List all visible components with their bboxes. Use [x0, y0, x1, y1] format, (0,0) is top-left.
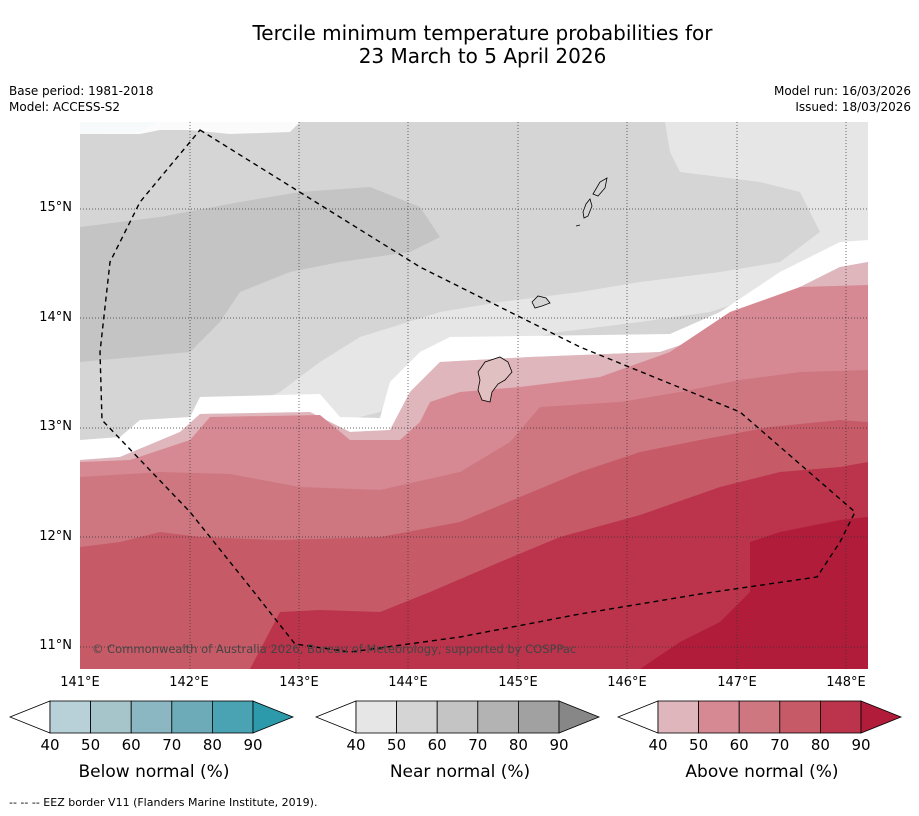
below-normal-segment — [49, 700, 91, 734]
below-normal-segment — [171, 700, 213, 734]
lat-label-13n: 13°N — [39, 419, 72, 434]
above-normal-90-zone — [640, 517, 868, 669]
near-normal-segment — [355, 700, 397, 734]
below-normal-tick: 60 — [121, 736, 141, 754]
eez-footnote: -- -- -- EEZ border V11 (Flanders Marine… — [9, 796, 318, 809]
islands — [477, 177, 608, 403]
lon-label-145e: 145°E — [498, 675, 538, 690]
lat-label-15n: 15°N — [39, 200, 72, 215]
below-normal-tick: 90 — [243, 736, 263, 754]
below-normal-segment — [90, 700, 132, 734]
rota-island — [531, 295, 551, 309]
near-normal-tick: 60 — [427, 736, 447, 754]
near-normal-segment — [477, 700, 519, 734]
map-copyright: © Commonwealth of Australia 2026, Bureau… — [92, 642, 576, 656]
saipan-island — [592, 177, 608, 197]
probability-map: © Commonwealth of Australia 2026, Bureau… — [80, 122, 868, 669]
tinian-island — [582, 198, 593, 219]
graticule — [80, 122, 868, 669]
eez-border — [99, 129, 856, 653]
below-normal-low-extend — [9, 700, 51, 734]
above-normal-tick: 70 — [770, 736, 790, 754]
below-normal-tick: 70 — [162, 736, 182, 754]
above-normal-tick: 80 — [810, 736, 830, 754]
model-run: Model run: 16/03/2026 — [773, 84, 911, 98]
below-normal-segment — [211, 700, 254, 734]
low-signal-band-mid — [80, 240, 868, 460]
below-normal-colorbar-label: Below normal (%) — [78, 762, 230, 782]
lat-label-11n: 11°N — [39, 638, 72, 653]
title-line-2: 23 March to 5 April 2026 — [358, 44, 607, 68]
above-normal-segment — [819, 700, 862, 734]
near-normal-segment — [517, 700, 560, 734]
lon-label-143e: 143°E — [279, 675, 319, 690]
above-normal-segment — [779, 700, 821, 734]
near-normal-tick: 70 — [468, 736, 488, 754]
model-name: Model: ACCESS-S2 — [9, 100, 121, 114]
below-normal-tick: 40 — [40, 736, 60, 754]
near-normal-40-zone — [230, 122, 868, 422]
below-normal-colorbar — [9, 700, 295, 734]
near-normal-colorbar — [315, 700, 601, 734]
lon-label-147e: 147°E — [717, 675, 757, 690]
above-normal-colorbar — [617, 700, 903, 734]
below-normal-tick: 50 — [81, 736, 101, 754]
base-period: Base period: 1981-2018 — [9, 84, 154, 98]
near-normal-low-extend — [315, 700, 357, 734]
below-normal-tick: 80 — [202, 736, 222, 754]
lon-label-141e: 141°E — [60, 675, 100, 690]
above-normal-tick: 60 — [729, 736, 749, 754]
above-normal-segment — [657, 700, 699, 734]
lon-label-142e: 142°E — [169, 675, 209, 690]
above-normal-high-extend — [860, 700, 903, 734]
lon-label-146e: 146°E — [607, 675, 647, 690]
above-normal-segment — [738, 700, 781, 734]
lon-label-144e: 144°E — [388, 675, 428, 690]
near-normal-tick: 90 — [549, 736, 569, 754]
issued-date: Issued: 18/03/2026 — [795, 100, 911, 114]
near-normal-tick: 50 — [387, 736, 407, 754]
guam-island — [477, 356, 513, 403]
near-normal-segment — [396, 700, 438, 734]
above-normal-80-zone — [250, 462, 868, 669]
meta-right: Model run: 16/03/2026 Issued: 18/03/2026 — [774, 83, 911, 115]
above-normal-tick: 90 — [851, 736, 871, 754]
lat-label-12n: 12°N — [39, 529, 72, 544]
below-normal-high-extend — [252, 700, 295, 734]
near-normal-tick: 80 — [508, 736, 528, 754]
lon-label-148e: 148°E — [826, 675, 866, 690]
below-normal-segment — [130, 700, 173, 734]
lat-label-14n: 14°N — [39, 310, 72, 325]
title-line-1: Tercile minimum temperature probabilitie… — [252, 21, 713, 45]
above-normal-low-extend — [617, 700, 659, 734]
above-normal-segment — [698, 700, 740, 734]
above-normal-colorbar-label: Above normal (%) — [685, 762, 839, 782]
above-normal-tick: 40 — [648, 736, 668, 754]
near-normal-tick: 40 — [346, 736, 366, 754]
near-normal-high-extend — [558, 700, 601, 734]
near-normal-colorbar-label: Near normal (%) — [389, 762, 531, 782]
near-normal-segment — [436, 700, 479, 734]
page-title: Tercile minimum temperature probabilitie… — [0, 22, 919, 68]
meta-left: Base period: 1981-2018 Model: ACCESS-S2 — [9, 83, 154, 115]
above-normal-tick: 50 — [689, 736, 709, 754]
aguijan-island — [575, 224, 581, 227]
